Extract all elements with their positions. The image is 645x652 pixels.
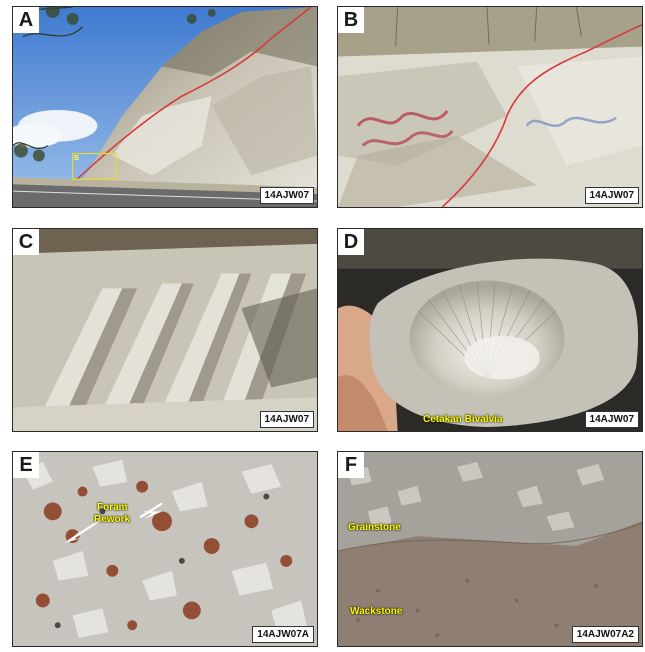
outcrop-road-photo [13, 7, 317, 207]
contact-line [441, 24, 642, 207]
inset-box [72, 152, 117, 180]
contact-closeup-photo [338, 7, 642, 207]
sample-id: 14AJW07A2 [571, 626, 639, 643]
panel-letter: B [338, 7, 364, 33]
sample-id: 14AJW07A [252, 626, 314, 643]
bedding-photo [13, 229, 317, 431]
arrow-right [142, 511, 163, 520]
panel-e-thin-section-foram: E Foram Rework 14AJW07A [12, 451, 318, 647]
panel-f-thin-section-contact: F Grainstone Wackstone 14AJW07A2 [337, 451, 643, 647]
panel-letter: E [13, 452, 39, 478]
grainstone-label: Grainstone [348, 522, 401, 533]
bivalve-caption: Cetakan Bivalvia [423, 414, 503, 425]
foram-annotation-line1: Foram [97, 502, 128, 513]
sample-id: 14AJW07 [259, 187, 314, 204]
sample-id: 14AJW07 [259, 411, 314, 428]
panel-b-contact-closeup: B 14AJW07 [337, 6, 643, 208]
grainstone-wackstone-photo [338, 452, 642, 646]
panel-letter: C [13, 229, 39, 255]
foram-annotation-line2: Rework [94, 514, 131, 525]
panel-d-bivalve-mold: D Cetakan Bivalvia 14AJW07 [337, 228, 643, 432]
contact-line [70, 7, 312, 186]
panel-letter: F [338, 452, 364, 478]
wackstone-label: Wackstone [350, 606, 403, 617]
foram-thin-section-photo [13, 452, 317, 646]
bivalve-mold-photo [338, 229, 642, 431]
panel-a-outcrop-road: A B 14AJW07 [12, 6, 318, 208]
panel-c-bedding: C 14AJW07 [12, 228, 318, 432]
sample-id: 14AJW07 [584, 411, 639, 428]
sample-id: 14AJW07 [584, 187, 639, 204]
panel-letter: A [13, 7, 39, 33]
panel-letter: D [338, 229, 364, 255]
inset-label: B [74, 155, 80, 162]
